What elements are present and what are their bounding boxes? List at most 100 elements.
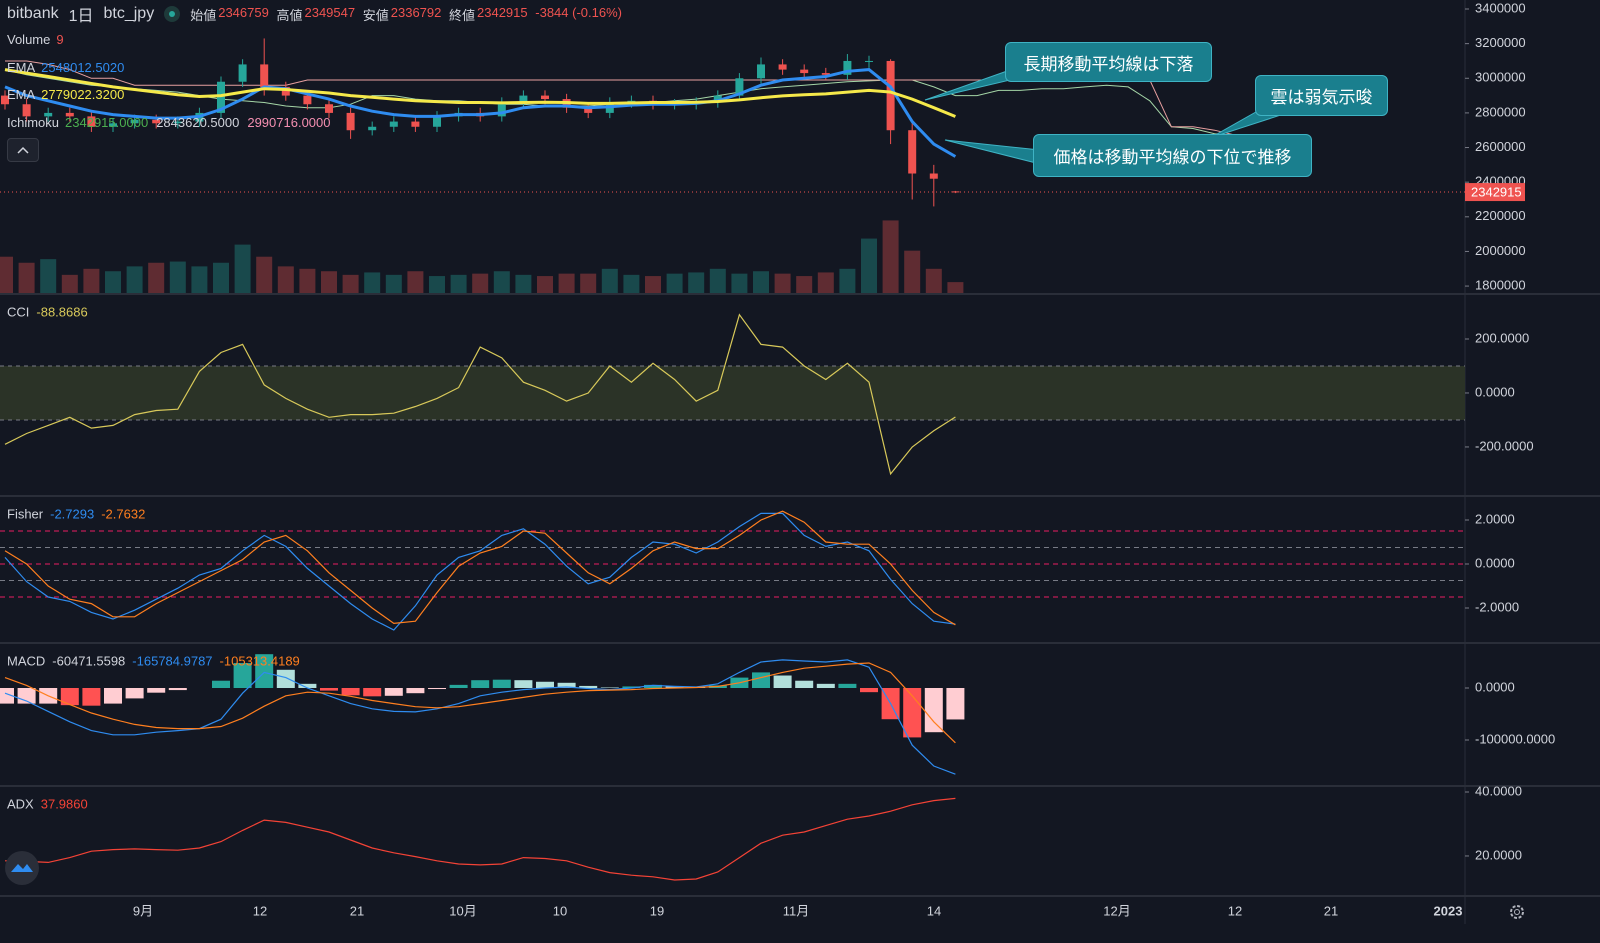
histogram-bar xyxy=(514,680,533,689)
histogram-bar xyxy=(492,679,511,689)
candle-body xyxy=(109,123,117,127)
volume-bar xyxy=(493,271,510,293)
volume-bar xyxy=(385,274,402,293)
histogram-bar xyxy=(428,688,446,690)
ema-legend: EMA 2548012.5020 xyxy=(7,60,124,75)
ohlc: 始値 2346759 高値 2349547 安値 2336792 終値 2342915 … xyxy=(190,5,622,24)
volume-bar xyxy=(321,271,337,293)
candle-body xyxy=(929,173,938,179)
volume-bar xyxy=(796,276,813,293)
open-value: 2346759 xyxy=(218,4,269,20)
volume-bar xyxy=(623,274,640,293)
x-tick-label: 12 xyxy=(253,903,267,918)
volume-bar xyxy=(904,250,921,293)
histogram-bar xyxy=(0,688,14,704)
y-tick-label: 2200000 xyxy=(1475,208,1526,223)
volume-bar xyxy=(18,262,35,293)
x-tick-label: 14 xyxy=(927,903,941,918)
candle-body xyxy=(886,60,895,131)
y-tick-label: 2600000 xyxy=(1475,139,1526,154)
candle-body xyxy=(757,64,765,79)
volume-bar xyxy=(753,271,769,293)
volume-bar xyxy=(429,276,445,293)
candle-body xyxy=(389,121,398,127)
header: bitbank 1日 btc_jpy 始値 2346759 高値 2349547 安… xyxy=(7,2,622,26)
volume-bar xyxy=(537,276,553,293)
volume-bar xyxy=(83,268,100,293)
status-dot xyxy=(164,6,181,22)
histogram-bar xyxy=(449,684,468,689)
legend-item: Fisher xyxy=(7,506,44,521)
histogram-bar xyxy=(665,686,684,689)
histogram-bar xyxy=(384,688,403,696)
volume-legend: Volume 9 xyxy=(7,32,64,47)
candle-body xyxy=(411,121,420,127)
symbol[interactable]: btc_jpy xyxy=(103,5,155,22)
histogram-bar xyxy=(125,688,144,699)
candle-body xyxy=(713,95,722,103)
volume-bar xyxy=(817,272,834,293)
volume-bar xyxy=(450,274,467,293)
settings-button[interactable] xyxy=(1510,905,1524,919)
histogram-bar xyxy=(946,688,965,720)
x-tick-label: 12月 xyxy=(1103,903,1130,918)
volume-bar xyxy=(515,274,532,293)
histogram-bar xyxy=(82,688,101,706)
exchange: bitbank xyxy=(7,5,59,22)
y-tick-label: 3200000 xyxy=(1475,35,1526,50)
legend-value: 2779022.3200 xyxy=(41,87,125,102)
histogram-bar xyxy=(60,688,79,706)
candle-body xyxy=(22,104,31,117)
volume-bar xyxy=(645,276,661,293)
band xyxy=(0,365,1465,420)
volume-bar xyxy=(191,266,208,293)
y-tick-label: 0.0000 xyxy=(1475,679,1515,694)
price-tag xyxy=(1465,183,1525,202)
x-tick-label: 12 xyxy=(1228,903,1242,918)
y-tick-label: 1800000 xyxy=(1475,278,1526,293)
y-tick-label: 40.0000 xyxy=(1475,783,1522,798)
y-tick-label: 2.0000 xyxy=(1475,511,1515,526)
volume-bar xyxy=(947,282,964,293)
volume-bar xyxy=(169,261,186,293)
volume-bar xyxy=(601,268,618,293)
histogram-bar xyxy=(320,688,338,691)
legend-value: 2342915.0000 xyxy=(65,115,149,130)
histogram-bar xyxy=(104,688,122,704)
volume-bar xyxy=(0,256,13,293)
collapse-button[interactable] xyxy=(7,138,39,162)
y-tick-label: 2800000 xyxy=(1475,104,1526,119)
candle-body xyxy=(584,107,593,113)
histogram-bar xyxy=(276,669,295,689)
histogram-bar xyxy=(924,688,943,733)
legend-name: EMA xyxy=(7,60,36,75)
volume-bar xyxy=(839,268,856,293)
volume-bar xyxy=(213,262,229,293)
y-tick-label: 2000000 xyxy=(1475,243,1526,258)
volume-bar xyxy=(709,268,726,293)
indicator-line xyxy=(4,797,956,881)
histogram-bar xyxy=(341,688,360,696)
volume-bar xyxy=(861,238,877,293)
annotation: 価格は移動平均線の下位で推移 xyxy=(1033,134,1312,177)
indicator-line xyxy=(4,510,956,626)
legend-name: EMA xyxy=(7,87,36,102)
candle-body xyxy=(1,95,9,105)
ema-line xyxy=(4,68,956,118)
histogram-bar xyxy=(168,688,187,691)
volume-bar xyxy=(256,256,273,293)
interval[interactable]: 1日 xyxy=(68,8,94,25)
histogram-bar xyxy=(363,688,382,697)
ichimoku-legend: Ichimoku 2342915.0000 2843620.5000 2990716.… xyxy=(7,115,331,130)
legend-item: ADX xyxy=(7,796,34,811)
y-tick-label: 3000000 xyxy=(1475,70,1526,85)
legend-item: MACD xyxy=(7,653,45,668)
close-value: 2342915 xyxy=(477,4,528,20)
x-tick-label: 2023 xyxy=(1434,903,1463,918)
indicator-line xyxy=(4,313,956,476)
x-tick-label: 19 xyxy=(650,903,664,918)
y-tick-label: -100000.0000 xyxy=(1475,731,1555,746)
volume-bar xyxy=(558,273,575,293)
volume-bar xyxy=(40,259,57,293)
low-label: 安値 xyxy=(362,7,389,23)
